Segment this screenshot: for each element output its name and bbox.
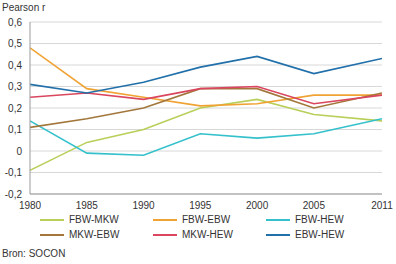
html-text:Bron: SOCON: Bron: SOCON (2, 248, 66, 259)
html-text:Pearson r: Pearson r (2, 2, 46, 13)
svg-text:0,5: 0,5 (8, 38, 22, 49)
html-text:MKW-EBW: MKW-EBW (69, 229, 120, 240)
html-text:FBW-EBW: FBW-EBW (182, 214, 231, 225)
svg-text:0,1: 0,1 (8, 124, 22, 135)
svg-text:0,6: 0,6 (8, 17, 22, 28)
html-text:FBW-HEW: FBW-HEW (295, 214, 344, 225)
svg-text:1995: 1995 (189, 200, 212, 211)
html-text:EBW-HEW: EBW-HEW (295, 229, 345, 240)
html-text:FBW-MKW: FBW-MKW (69, 214, 119, 225)
svg-text:2005: 2005 (303, 200, 326, 211)
svg-text:-0,1: -0,1 (8, 167, 22, 178)
svg-text:2000: 2000 (246, 200, 269, 211)
svg-text:0,4: 0,4 (8, 60, 22, 71)
svg-text:1990: 1990 (132, 200, 155, 211)
svg-text:1980: 1980 (19, 200, 42, 211)
svg-text:0,3: 0,3 (8, 81, 22, 92)
html-text:MKW-HEW: MKW-HEW (182, 229, 233, 240)
svg-text:0,2: 0,2 (8, 103, 22, 114)
svg-text:-0,2: -0,2 (8, 189, 22, 200)
svg-text:0: 0 (16, 146, 22, 157)
svg-text:2011: 2011 (371, 200, 388, 211)
svg-text:1985: 1985 (76, 200, 99, 211)
